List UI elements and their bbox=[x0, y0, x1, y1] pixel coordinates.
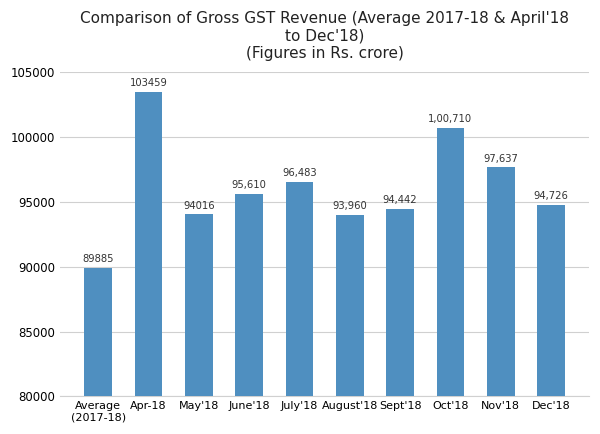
Bar bbox=[235, 194, 263, 434]
Text: 96,483: 96,483 bbox=[282, 168, 317, 178]
Bar bbox=[537, 205, 565, 434]
Text: 103459: 103459 bbox=[130, 78, 167, 88]
Bar bbox=[336, 215, 364, 434]
Text: 94,726: 94,726 bbox=[533, 191, 568, 201]
Bar bbox=[487, 168, 515, 434]
Bar bbox=[437, 128, 464, 434]
Bar bbox=[185, 214, 212, 434]
Bar bbox=[134, 92, 163, 434]
Bar bbox=[386, 209, 414, 434]
Text: 94,442: 94,442 bbox=[383, 195, 418, 205]
Text: 1,00,710: 1,00,710 bbox=[428, 114, 472, 124]
Text: 97,637: 97,637 bbox=[483, 154, 518, 164]
Title: Comparison of Gross GST Revenue (Average 2017-18 & April'18
to Dec'18)
(Figures : Comparison of Gross GST Revenue (Average… bbox=[80, 11, 569, 61]
Bar bbox=[85, 268, 112, 434]
Text: 93,960: 93,960 bbox=[332, 201, 367, 211]
Text: 89885: 89885 bbox=[82, 254, 114, 264]
Text: 95,610: 95,610 bbox=[232, 180, 266, 190]
Bar bbox=[286, 182, 313, 434]
Text: 94016: 94016 bbox=[183, 201, 215, 210]
